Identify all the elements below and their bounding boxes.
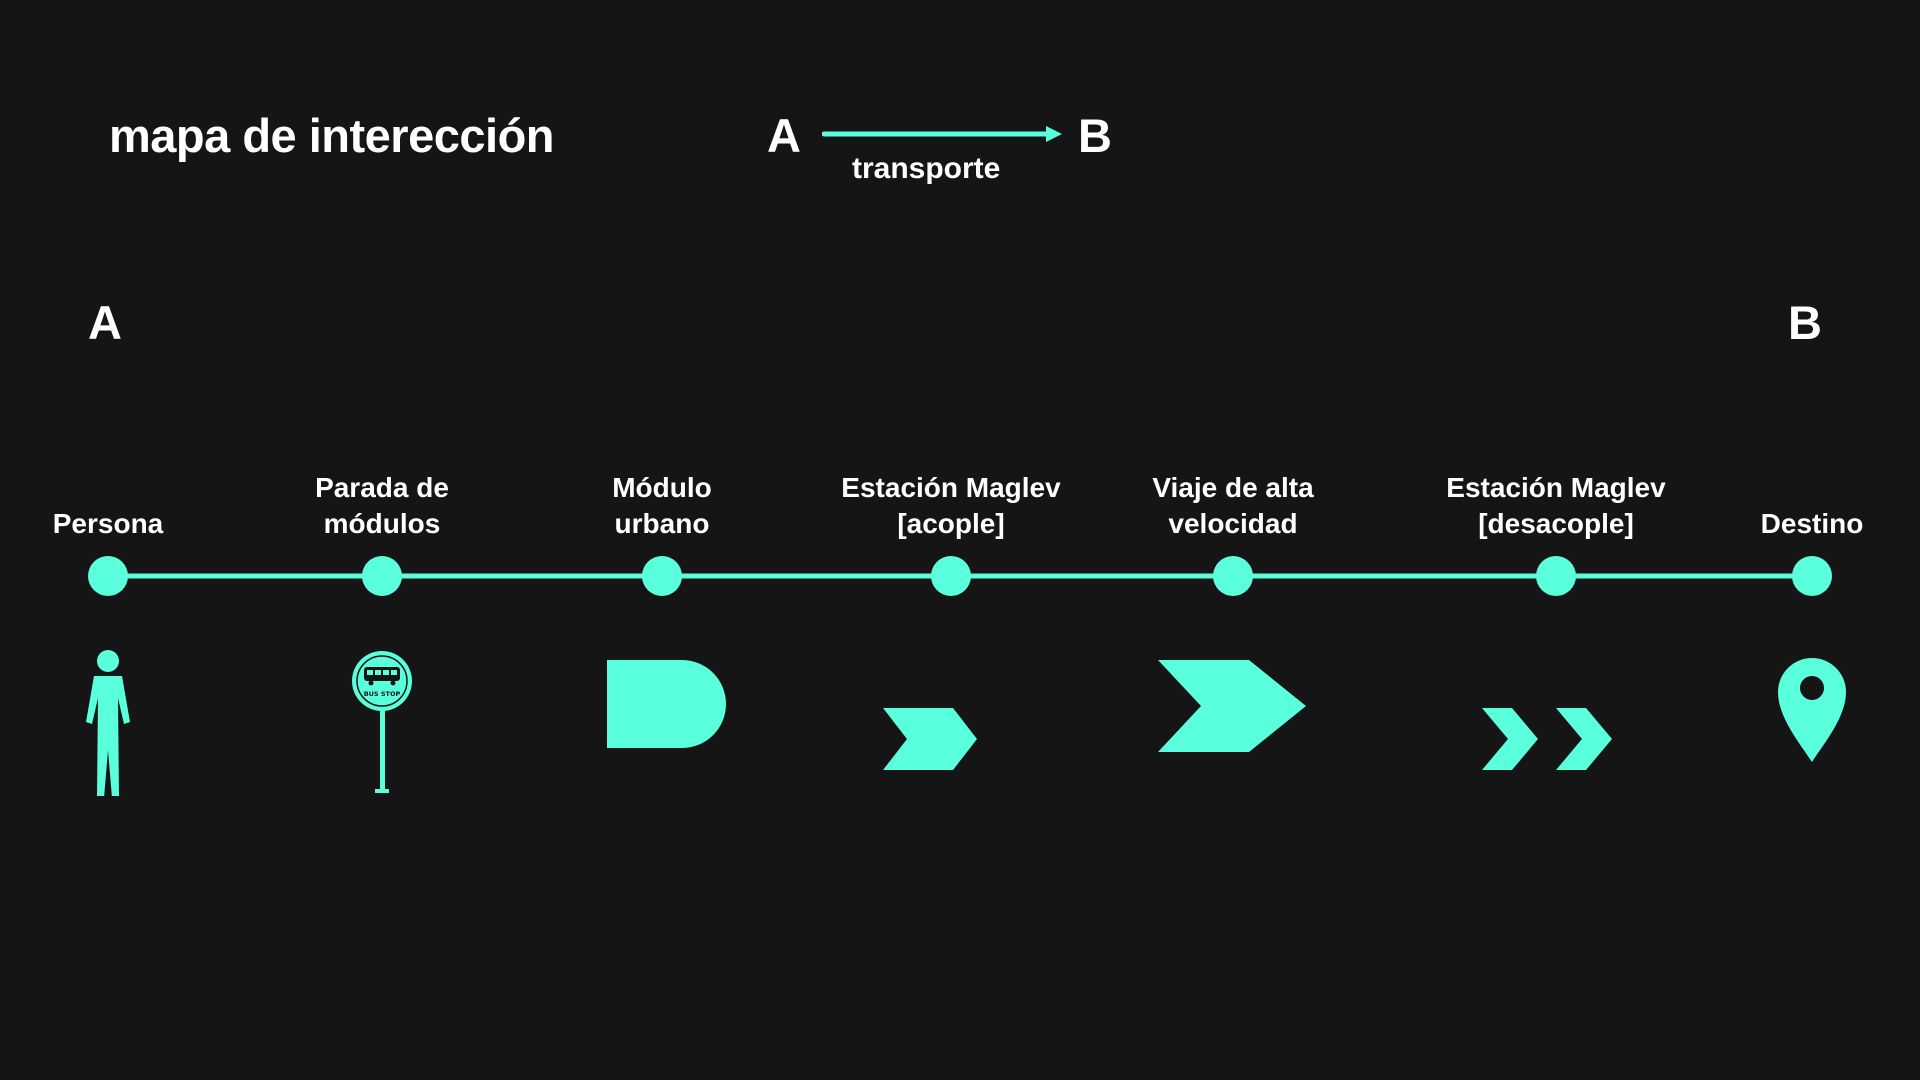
location-pin-icon bbox=[1732, 646, 1892, 796]
bus-stop-icon: BUS STOP bbox=[302, 646, 462, 796]
timeline-node bbox=[88, 556, 128, 596]
svg-text:BUS STOP: BUS STOP bbox=[364, 690, 401, 698]
timeline-node bbox=[362, 556, 402, 596]
timeline-node bbox=[1536, 556, 1576, 596]
separated-chevrons-icon bbox=[1476, 646, 1636, 796]
stage-label: Destino bbox=[1652, 506, 1920, 542]
urban-module-icon bbox=[582, 646, 742, 796]
stage-label-line: [acople] bbox=[897, 508, 1005, 539]
stage-label-line: Parada de bbox=[315, 472, 449, 503]
stage-label: Estación Maglev [acople] bbox=[791, 470, 1111, 542]
timeline-node bbox=[931, 556, 971, 596]
legend-destination: B bbox=[1078, 109, 1112, 162]
timeline-node bbox=[642, 556, 682, 596]
stage-label: Parada de módulos bbox=[222, 470, 542, 542]
stage-label-line: Módulo bbox=[612, 472, 712, 503]
stage-label: Estación Maglev [desacople] bbox=[1396, 470, 1716, 542]
transport-legend: A B transporte bbox=[760, 100, 1120, 200]
person-icon bbox=[28, 646, 188, 798]
legend-origin: A bbox=[767, 109, 801, 162]
stage-label-line: Viaje de alta bbox=[1152, 472, 1314, 503]
arrow-right-icon bbox=[822, 126, 1062, 142]
end-point-label: B bbox=[1788, 296, 1822, 349]
double-chevron-icon bbox=[871, 646, 1031, 796]
stage-label-line: Estación Maglev bbox=[1446, 472, 1666, 503]
legend-label: transporte bbox=[852, 152, 1001, 185]
timeline-node bbox=[1213, 556, 1253, 596]
stage-label-line: velocidad bbox=[1168, 508, 1298, 539]
stage-label-line: módulos bbox=[323, 508, 441, 539]
stage-label-line: Destino bbox=[1760, 508, 1864, 539]
stage-label-line: Estación Maglev bbox=[841, 472, 1061, 503]
large-chevron-icon bbox=[1153, 646, 1313, 796]
stage-label-line: urbano bbox=[614, 508, 710, 539]
stage-label-line: Persona bbox=[52, 508, 164, 539]
stage-label: Persona bbox=[0, 506, 268, 542]
timeline-node bbox=[1792, 556, 1832, 596]
stage-label: Viaje de alta velocidad bbox=[1073, 470, 1393, 542]
start-point-label: A bbox=[88, 296, 122, 349]
page-title: mapa de interección bbox=[109, 109, 555, 162]
stage-label-line: [desacople] bbox=[1478, 508, 1634, 539]
stage-label: Módulo urbano bbox=[502, 470, 822, 542]
